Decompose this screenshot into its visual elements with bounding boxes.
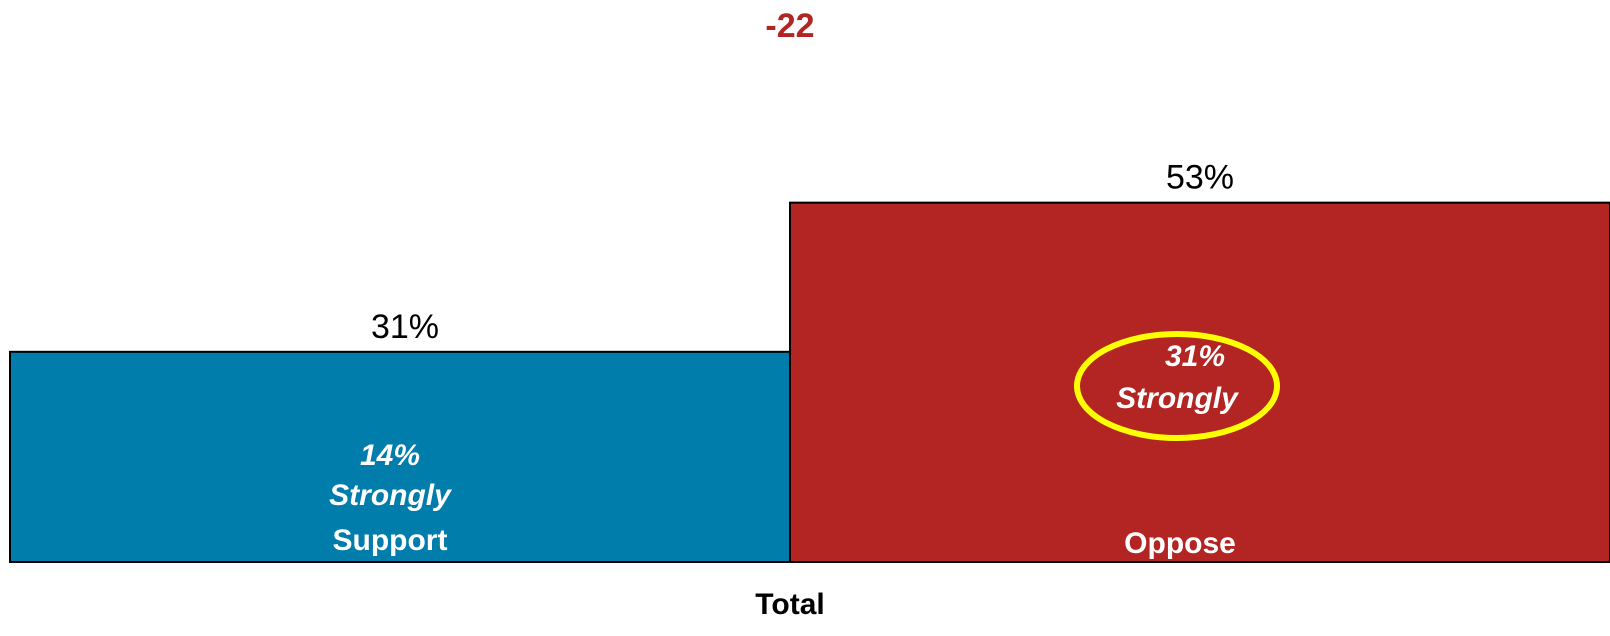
value-label-oppose: 53% <box>1166 159 1234 197</box>
highlight-ellipse-oppose <box>1074 331 1280 441</box>
bar-support <box>9 350 791 563</box>
category-word-support: Support <box>333 524 448 557</box>
bar-oppose <box>789 201 1610 563</box>
net-difference-label: -22 <box>765 7 814 45</box>
bars-layer: 31% 14% Strongly Support 53% 31% Strongly Oppos… <box>9 159 1610 563</box>
category-label-total: Total <box>755 588 824 621</box>
strong-value-label-oppose: 31% <box>1165 340 1225 373</box>
value-label-support: 31% <box>371 308 439 346</box>
strong-word-label-support: Strongly <box>329 479 452 512</box>
strong-value-label-support: 14% <box>360 439 420 472</box>
strong-word-label-oppose: Strongly <box>1116 382 1239 415</box>
category-word-oppose: Oppose <box>1124 527 1236 560</box>
